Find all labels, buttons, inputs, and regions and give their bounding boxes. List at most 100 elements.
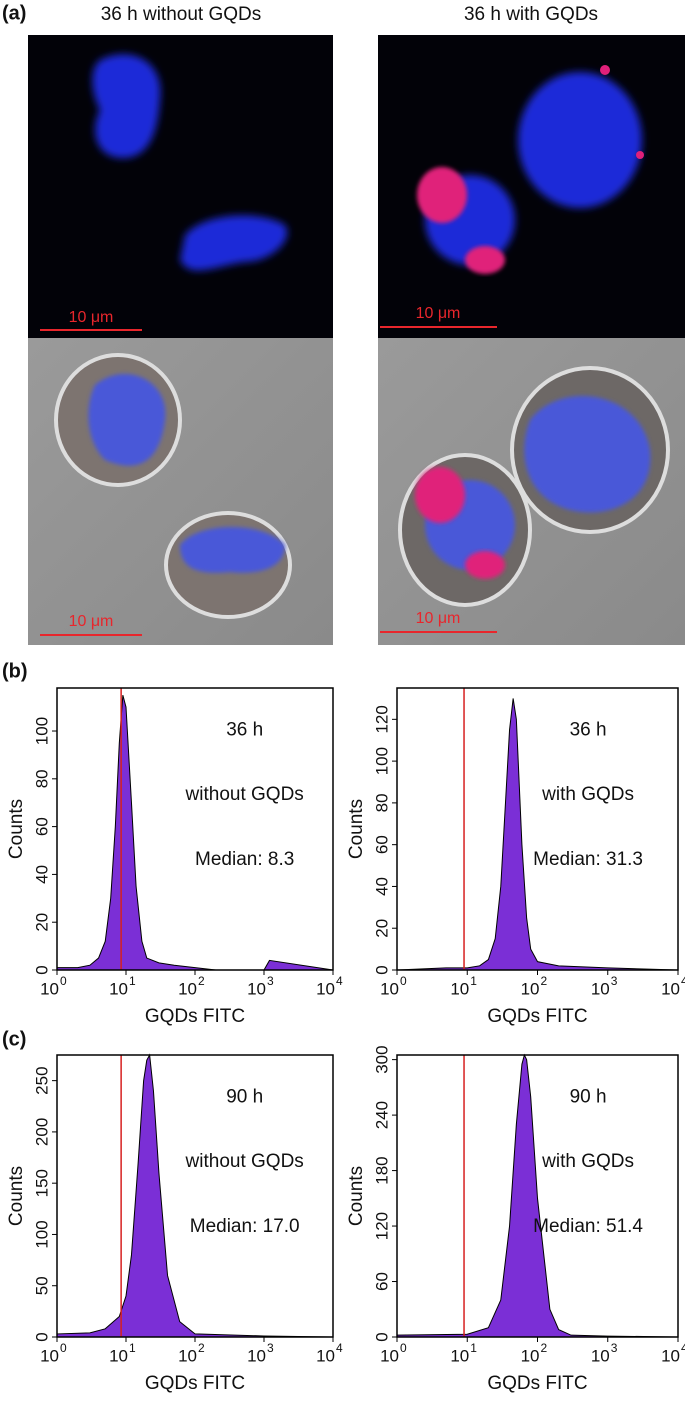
- x-tick-exponent: 3: [267, 974, 274, 988]
- y-axis-label: Counts: [6, 799, 27, 859]
- y-tick-label: 120: [372, 1212, 391, 1240]
- x-tick-label: 10: [450, 1346, 469, 1365]
- x-tick-label: 10: [40, 979, 59, 998]
- annotation: without GQDs: [185, 1151, 304, 1172]
- y-tick-label: 80: [372, 793, 391, 812]
- x-tick-label: 10: [178, 979, 197, 998]
- micrograph: [28, 338, 333, 645]
- y-tick-label: 40: [372, 877, 391, 896]
- x-tick-exponent: 0: [60, 1341, 67, 1355]
- x-tick-label: 10: [661, 979, 680, 998]
- y-tick-label: 200: [32, 1118, 51, 1146]
- column-title: 36 h with GQDs: [464, 4, 598, 25]
- annotation: with GQDs: [541, 784, 634, 805]
- x-tick-exponent: 3: [611, 1341, 618, 1355]
- x-tick-exponent: 0: [60, 974, 67, 988]
- x-axis-label: GQDs FITC: [487, 1373, 587, 1394]
- histogram-area: [56, 1053, 334, 1338]
- plot-frame: [396, 687, 679, 971]
- annotation: Median: 17.0: [190, 1216, 300, 1237]
- scale-bar-label: 10 μm: [69, 613, 114, 630]
- y-tick-label: 100: [372, 747, 391, 775]
- x-tick-exponent: 3: [611, 974, 618, 988]
- x-tick-label: 10: [247, 979, 266, 998]
- histogram-area: [396, 1053, 679, 1338]
- y-tick-label: 240: [372, 1101, 391, 1129]
- scale-bar-label: 10 μm: [69, 309, 114, 326]
- y-axis-label: Counts: [346, 1166, 367, 1226]
- y-tick-label: 40: [32, 865, 51, 884]
- y-tick-label: 250: [32, 1066, 51, 1094]
- annotation: 90 h: [226, 1086, 263, 1107]
- micrograph: [378, 338, 685, 645]
- y-tick-label: 0: [32, 965, 51, 974]
- y-tick-label: 150: [32, 1169, 51, 1197]
- scale-bar-label: 10 μm: [416, 610, 461, 627]
- x-tick-exponent: 0: [400, 1341, 407, 1355]
- plot-frame: [56, 687, 334, 971]
- histogram-area: [396, 698, 679, 971]
- x-tick-exponent: 2: [198, 974, 205, 988]
- y-tick-label: 50: [32, 1276, 51, 1295]
- x-tick-exponent: 1: [129, 974, 136, 988]
- y-tick-label: 60: [32, 817, 51, 836]
- annotation: 90 h: [570, 1086, 607, 1107]
- x-tick-exponent: 4: [681, 974, 685, 988]
- y-tick-label: 20: [32, 913, 51, 932]
- annotation: Median: 8.3: [195, 849, 294, 870]
- x-tick-exponent: 0: [400, 974, 407, 988]
- x-tick-label: 10: [661, 1346, 680, 1365]
- x-tick-label: 10: [591, 979, 610, 998]
- y-tick-label: 60: [372, 1272, 391, 1291]
- x-tick-label: 10: [591, 1346, 610, 1365]
- x-tick-exponent: 2: [198, 1341, 205, 1355]
- micrograph: [378, 35, 685, 338]
- annotation: with GQDs: [541, 1151, 634, 1172]
- x-tick-label: 10: [247, 1346, 266, 1365]
- histogram-area: [56, 695, 334, 971]
- x-tick-exponent: 1: [470, 974, 477, 988]
- x-tick-label: 10: [380, 1346, 399, 1365]
- y-tick-label: 80: [32, 769, 51, 788]
- x-tick-exponent: 2: [541, 1341, 548, 1355]
- x-tick-label: 10: [40, 1346, 59, 1365]
- x-tick-label: 10: [316, 979, 335, 998]
- y-tick-label: 0: [372, 965, 391, 974]
- y-tick-label: 100: [32, 717, 51, 745]
- y-tick-label: 300: [372, 1045, 391, 1073]
- x-tick-exponent: 4: [336, 1341, 343, 1355]
- x-tick-exponent: 2: [541, 974, 548, 988]
- annotation: without GQDs: [185, 784, 304, 805]
- x-axis-label: GQDs FITC: [145, 1006, 245, 1027]
- x-tick-exponent: 4: [336, 974, 343, 988]
- x-tick-label: 10: [178, 1346, 197, 1365]
- y-tick-label: 0: [372, 1332, 391, 1341]
- y-tick-label: 100: [32, 1220, 51, 1248]
- micrograph: [28, 35, 333, 338]
- x-tick-label: 10: [450, 979, 469, 998]
- y-tick-label: 180: [372, 1156, 391, 1184]
- y-axis-label: Counts: [346, 799, 367, 859]
- annotation: 36 h: [226, 719, 263, 740]
- x-tick-label: 10: [380, 979, 399, 998]
- y-tick-label: 20: [372, 919, 391, 938]
- y-tick-label: 60: [372, 835, 391, 854]
- plot-frame: [56, 1054, 334, 1338]
- panel-label: (c): [2, 1028, 26, 1050]
- x-tick-label: 10: [521, 979, 540, 998]
- scale-bar-label: 10 μm: [416, 305, 461, 322]
- y-tick-label: 0: [32, 1332, 51, 1341]
- y-axis-label: Counts: [6, 1166, 27, 1226]
- x-tick-exponent: 4: [681, 1341, 685, 1355]
- x-tick-exponent: 1: [129, 1341, 136, 1355]
- x-tick-label: 10: [109, 1346, 128, 1365]
- y-tick-label: 120: [372, 705, 391, 733]
- annotation: 36 h: [570, 719, 607, 740]
- annotation: Median: 51.4: [533, 1216, 643, 1237]
- x-tick-label: 10: [109, 979, 128, 998]
